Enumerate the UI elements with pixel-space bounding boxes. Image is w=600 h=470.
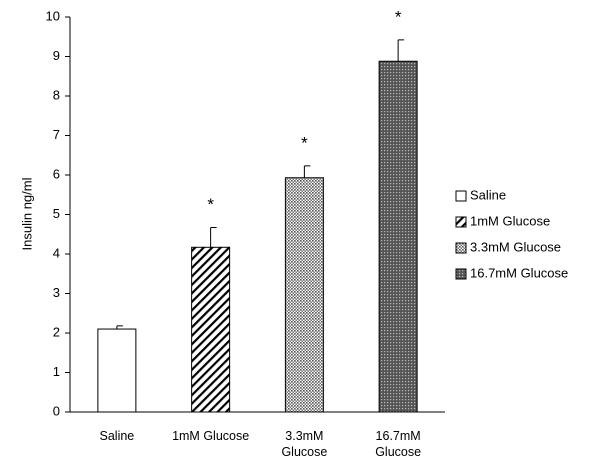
legend-swatch (455, 242, 467, 254)
error-bar (116, 325, 123, 330)
x-tick-label: 3.3mM Glucose (281, 429, 328, 459)
y-tick-label: 3 (53, 285, 60, 300)
y-tick-label: 1 (53, 364, 60, 379)
legend-swatch (455, 190, 467, 202)
legend-swatch (455, 268, 467, 280)
error-bar (210, 227, 217, 248)
bar (191, 246, 231, 413)
y-tick-label: 6 (53, 166, 60, 181)
legend-label: 3.3mM Glucose (470, 239, 561, 254)
y-tick-label: 9 (53, 48, 60, 63)
annotation: * (395, 7, 402, 26)
y-tick-label: 7 (53, 127, 60, 142)
legend-label: Saline (470, 187, 506, 202)
annotation: * (301, 133, 308, 152)
y-tick-label: 2 (53, 324, 60, 339)
legend-swatch (455, 216, 467, 228)
legend-label: 1mM Glucose (470, 213, 550, 228)
y-tick-label: 8 (53, 87, 60, 102)
y-tick-label: 0 (53, 403, 60, 418)
x-tick-label: 1mM Glucose (172, 429, 250, 443)
legend-label: 16.7mM Glucose (470, 265, 568, 280)
y-tick-label: 4 (53, 245, 60, 260)
y-tick-label: 5 (53, 206, 60, 221)
y-tick-label: 10 (46, 8, 60, 23)
x-tick-label: 16.7mM Glucose (375, 429, 422, 459)
error-bar (303, 165, 311, 178)
y-axis-label: Insulin ng/ml (19, 177, 34, 250)
error-bar (397, 39, 405, 62)
x-tick-label: Saline (99, 429, 135, 443)
bar (284, 177, 324, 413)
bar (378, 60, 418, 413)
bar (97, 328, 137, 413)
annotation: * (207, 195, 214, 214)
